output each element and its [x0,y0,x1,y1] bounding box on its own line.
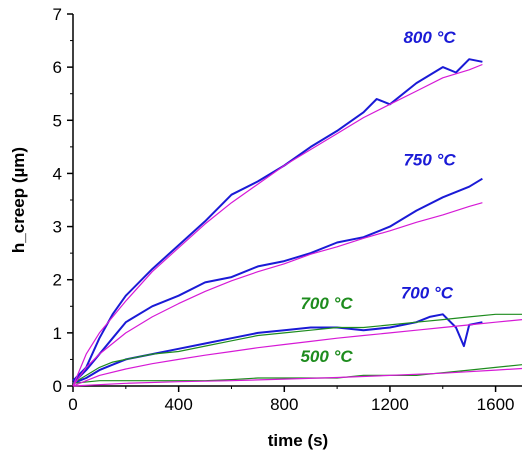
series-annotation: 700 °C [401,283,454,302]
series-line-800-c-fit-fit-5 [72,63,483,387]
series-line-750-c-measured-1 [72,177,483,385]
y-tick-label: 5 [53,111,62,130]
y-tick-label: 3 [53,218,62,237]
series-line-700-c-measured-2 [72,313,483,385]
y-tick-label: 7 [53,5,62,24]
x-tick-label: 0 [68,395,77,414]
series-labels: 800 °C 750 °C 700 °C 700 °C 500 °C [300,28,456,366]
series-line-500-c-fit-fit-8 [72,367,523,387]
series-annotation: 750 °C [403,150,456,169]
x-tick-label: 800 [270,395,298,414]
x-tick-label: 400 [164,395,192,414]
y-tick-label: 0 [53,377,62,396]
y-tick-label: 1 [53,324,62,343]
axes: 0 1 2 3 4 5 6 7 0 400 800 1200 1600 [53,5,522,414]
y-tick-label: 4 [53,164,62,183]
series-annotation: 500 °C [300,347,353,366]
series-line-500-c-measured-4 [72,364,523,384]
series-annotation: 700 °C [300,294,353,313]
y-axis-title: h_creep (µm) [9,147,28,253]
series-line-800-c-measured-0 [72,58,483,382]
series-line-700-c-fit-fit-7 [72,319,523,387]
y-tick-label: 6 [53,58,62,77]
x-tick-label: 1200 [371,395,409,414]
plot-area [72,58,523,387]
series-annotation: 800 °C [403,28,456,47]
x-tick-label: 1600 [477,395,515,414]
series-line-700-c-measured-3 [72,313,522,384]
y-tick-label: 2 [53,271,62,290]
series-line-750-c-fit-fit-6 [72,202,483,387]
x-axis-title: time (s) [268,431,328,450]
